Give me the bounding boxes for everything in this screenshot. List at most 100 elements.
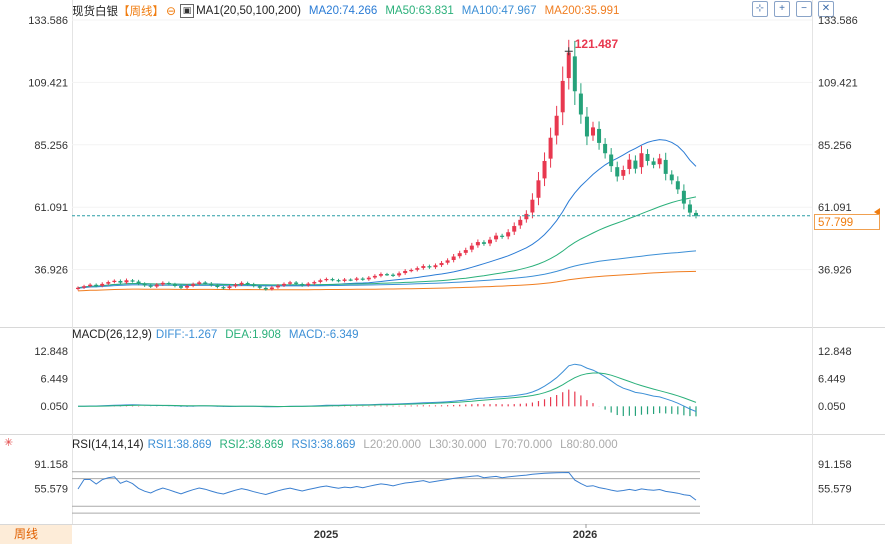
candle-body: [542, 160, 547, 179]
candle-body: [415, 268, 420, 270]
macd-legend: MACD(26,12,9) DIFF:-1.267 DEA:1.908 MACD…: [72, 329, 359, 341]
price-legend: 现货白银 【周线】 ⊖ ▣ MA1(20,50,100,200) MA20:74…: [72, 3, 619, 19]
candle-body: [554, 115, 559, 136]
candle-body: [118, 280, 123, 283]
rsi-tick-label-left: 55.579: [34, 484, 68, 496]
candle-body: [197, 282, 202, 284]
candle-body: [172, 284, 177, 286]
candle-body: [257, 286, 262, 288]
macd-tick-label-left: 6.449: [40, 373, 68, 385]
candle-body: [245, 282, 250, 285]
price-tick-label-left: 109.421: [28, 77, 68, 89]
candle-body: [687, 204, 692, 213]
ma50-value: MA50:63.831: [385, 5, 454, 17]
candle-body: [94, 284, 99, 286]
macd-label: MACD(26,12,9): [72, 329, 152, 341]
rsi-l80: L80:80.000: [560, 439, 618, 451]
candle-body: [324, 278, 329, 281]
candle-body: [530, 199, 535, 213]
rsi-settings-icon[interactable]: ✳: [4, 437, 14, 449]
rsi-legend: RSI(14,14,14) RSI1:38.869 RSI2:38.869 RS…: [72, 439, 618, 451]
rsi1-value: RSI1:38.869: [147, 439, 212, 451]
candle-body: [185, 285, 190, 288]
close-icon[interactable]: ✕: [818, 1, 834, 17]
candle-body: [215, 285, 220, 287]
candle-body: [548, 137, 553, 159]
candle-body: [106, 282, 111, 284]
candle-body: [233, 284, 238, 287]
candle-body: [124, 280, 129, 283]
ma200-line: [77, 270, 697, 292]
candle-body: [154, 284, 159, 287]
candle-body: [112, 280, 117, 282]
ma-indicator-label: MA1(20,50,100,200): [196, 5, 301, 17]
candle-body: [657, 158, 662, 165]
candle-body: [130, 280, 135, 282]
candle-body: [179, 286, 183, 288]
candle-body: [663, 159, 668, 174]
rsi-l70: L70:70.000: [494, 439, 553, 451]
candle-body: [166, 282, 171, 285]
macd-tick-label-left: 12.848: [34, 346, 68, 358]
rsi2-value: RSI2:38.869: [219, 439, 284, 451]
crosshair-icon[interactable]: ⊹: [752, 1, 768, 17]
macd-value: MACD:-6.349: [288, 329, 359, 341]
price-tick-label-right: 61.091: [818, 202, 852, 214]
zoom-in-icon[interactable]: +: [774, 1, 790, 17]
macd-dea-line: [78, 372, 697, 407]
candle-body: [354, 278, 359, 280]
candle-body: [681, 190, 686, 204]
candle-body: [330, 279, 335, 281]
candle-body: [148, 285, 153, 287]
price-tick-label-left: 133.586: [28, 15, 68, 27]
candle-body: [457, 253, 462, 257]
high-annotation: 121.487: [575, 37, 619, 51]
price-tick-label-right: 109.421: [818, 77, 858, 89]
candle-body: [251, 284, 256, 286]
candle-body: [269, 287, 274, 290]
candle-body: [76, 287, 80, 290]
candle-body: [227, 286, 232, 289]
settings-icon[interactable]: ▣: [180, 4, 195, 18]
rsi-label: RSI(14,14,14): [72, 439, 144, 451]
rsi-tick-label-right: 91.158: [818, 459, 852, 471]
candle-body: [451, 256, 456, 261]
candle-body: [621, 170, 626, 176]
candle-body: [669, 174, 674, 181]
candle-body: [306, 283, 311, 286]
candle-body: [572, 56, 577, 92]
macd-tick-label-right: 12.848: [818, 346, 852, 358]
candle-body: [427, 266, 432, 268]
candle-body: [294, 282, 299, 284]
candle-body: [82, 286, 87, 288]
rsi-l20: L20:20.000: [363, 439, 421, 451]
rsi-tick-label-right: 55.579: [818, 484, 852, 496]
candle-body: [318, 280, 323, 282]
candle-body: [560, 80, 565, 113]
candle-body: [275, 285, 280, 288]
candle-body: [160, 282, 165, 285]
candle-body: [445, 260, 450, 263]
candle-body: [506, 232, 511, 237]
instrument-title: 现货白银: [72, 6, 118, 18]
candle-body: [591, 127, 595, 136]
candle-body: [578, 93, 583, 115]
ma20-line: [77, 139, 697, 289]
candle-body: [100, 283, 105, 286]
candle-body: [360, 278, 365, 280]
candle-body: [378, 274, 383, 276]
candle-body: [348, 279, 353, 281]
candle-body: [494, 235, 499, 240]
candle-body: [627, 159, 632, 169]
price-tick-label-left: 85.256: [34, 140, 68, 152]
price-tick-label-right: 85.256: [818, 140, 852, 152]
candle-body: [584, 116, 589, 137]
zoom-out-icon[interactable]: −: [796, 1, 812, 17]
candle-body: [439, 262, 444, 266]
candle-body: [385, 274, 389, 276]
visibility-icon[interactable]: ⊖: [166, 4, 177, 18]
rsi3-value: RSI3:38.869: [291, 439, 356, 451]
candle-body: [288, 282, 293, 284]
period-button[interactable]: 周线: [0, 525, 72, 544]
